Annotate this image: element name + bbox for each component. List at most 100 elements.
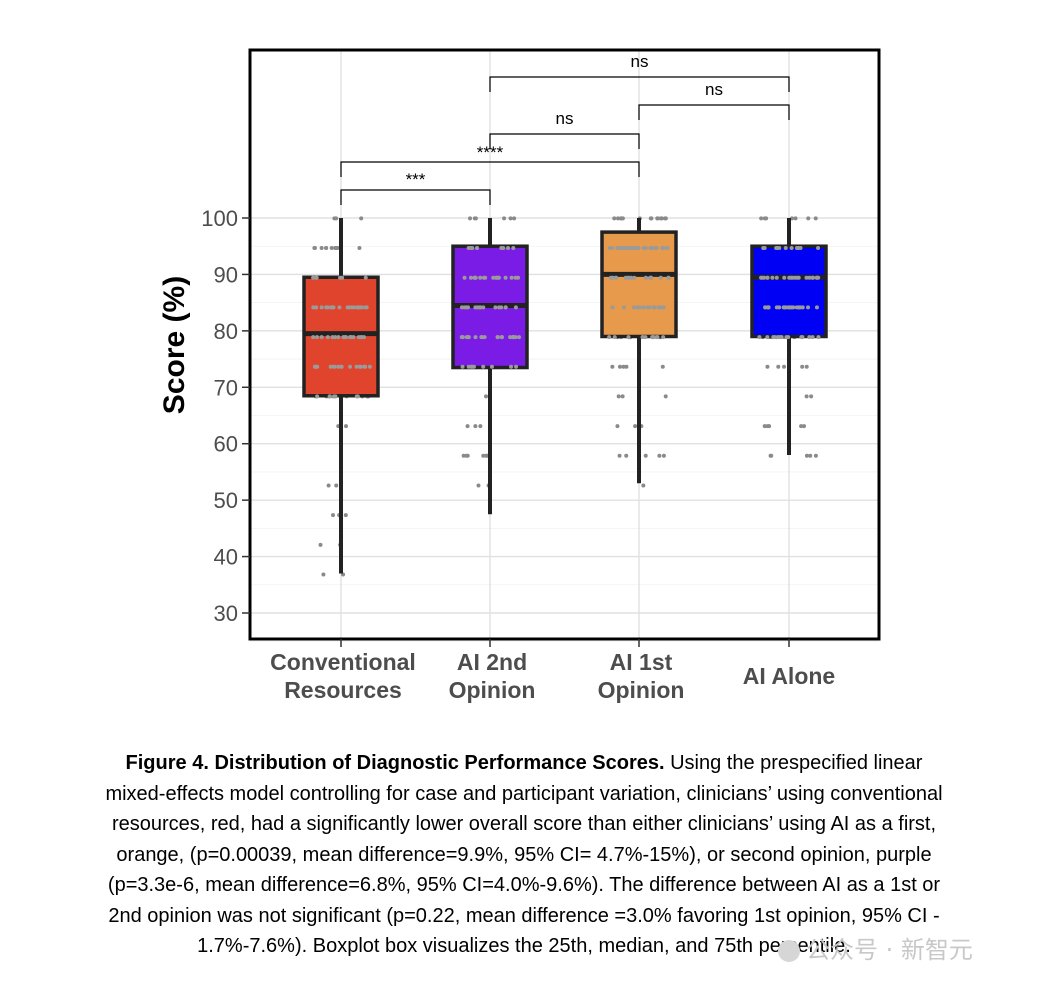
data-point bbox=[344, 424, 349, 429]
data-point bbox=[315, 335, 320, 340]
data-point bbox=[775, 246, 780, 251]
data-point bbox=[624, 453, 629, 458]
data-point bbox=[787, 275, 792, 280]
significance-label: **** bbox=[477, 143, 504, 162]
data-point bbox=[793, 216, 798, 221]
data-point bbox=[349, 305, 354, 310]
data-point bbox=[489, 364, 494, 369]
data-point bbox=[473, 335, 478, 340]
significance-bracket bbox=[489, 76, 790, 92]
jitter-points bbox=[311, 216, 819, 577]
data-point bbox=[468, 275, 473, 280]
data-point bbox=[643, 275, 648, 280]
data-point bbox=[343, 513, 348, 518]
data-point bbox=[612, 216, 617, 221]
data-point bbox=[329, 305, 334, 310]
y-tick-label: 80 bbox=[214, 319, 238, 344]
data-point bbox=[334, 216, 339, 221]
data-point bbox=[354, 364, 359, 369]
caption-line: mixed-effects model controlling for case… bbox=[105, 782, 943, 805]
data-point bbox=[313, 364, 318, 369]
data-point bbox=[473, 216, 478, 221]
box bbox=[750, 244, 828, 339]
data-point bbox=[617, 453, 622, 458]
data-point bbox=[331, 513, 336, 518]
data-point bbox=[481, 453, 486, 458]
data-point bbox=[478, 305, 483, 310]
data-point bbox=[786, 335, 791, 340]
data-point bbox=[473, 424, 478, 429]
data-point bbox=[325, 335, 330, 340]
data-point bbox=[643, 453, 648, 458]
data-point bbox=[329, 246, 334, 251]
data-point bbox=[636, 246, 641, 251]
caption-line: Using the prespecified linear bbox=[664, 752, 923, 774]
x-tick-label: Resources bbox=[284, 677, 402, 703]
data-point bbox=[478, 275, 483, 280]
data-point bbox=[336, 364, 341, 369]
wechat-icon bbox=[778, 940, 800, 962]
data-point bbox=[466, 364, 471, 369]
data-point bbox=[460, 364, 465, 369]
data-point bbox=[364, 305, 369, 310]
data-point bbox=[354, 394, 359, 399]
data-point bbox=[363, 275, 368, 280]
data-point bbox=[500, 335, 505, 340]
data-point bbox=[328, 364, 333, 369]
data-point bbox=[332, 364, 337, 369]
data-point bbox=[789, 305, 794, 310]
data-point bbox=[483, 275, 488, 280]
data-point bbox=[339, 364, 344, 369]
data-point bbox=[517, 335, 522, 340]
data-point bbox=[800, 364, 805, 369]
data-point bbox=[807, 335, 812, 340]
data-point bbox=[770, 275, 775, 280]
data-point bbox=[514, 364, 519, 369]
data-point bbox=[512, 216, 517, 221]
data-point bbox=[324, 305, 329, 310]
data-point bbox=[495, 335, 500, 340]
data-point bbox=[757, 335, 762, 340]
data-point bbox=[763, 305, 768, 310]
data-point bbox=[617, 364, 622, 369]
data-point bbox=[809, 394, 814, 399]
data-point bbox=[610, 305, 615, 310]
data-point bbox=[462, 275, 467, 280]
data-point bbox=[666, 275, 671, 280]
data-point bbox=[804, 364, 809, 369]
data-point bbox=[647, 305, 652, 310]
data-point bbox=[782, 364, 787, 369]
data-point bbox=[333, 335, 338, 340]
data-point bbox=[462, 305, 467, 310]
data-point bbox=[662, 246, 667, 251]
data-point bbox=[363, 364, 368, 369]
x-tick-label: Opinion bbox=[598, 677, 685, 703]
y-tick-label: 60 bbox=[214, 432, 238, 457]
data-point bbox=[762, 216, 767, 221]
x-tick-label: AI 1st bbox=[610, 649, 673, 675]
data-point bbox=[468, 216, 473, 221]
y-tick-label: 90 bbox=[214, 262, 238, 287]
data-point bbox=[661, 453, 666, 458]
data-point bbox=[610, 364, 615, 369]
data-point bbox=[621, 305, 626, 310]
significance-label: ns bbox=[556, 109, 574, 128]
data-point bbox=[808, 453, 813, 458]
data-point bbox=[356, 335, 361, 340]
data-point bbox=[816, 246, 821, 251]
data-point bbox=[655, 216, 660, 221]
data-point bbox=[496, 275, 501, 280]
data-point bbox=[765, 275, 770, 280]
data-point bbox=[665, 246, 670, 251]
data-point bbox=[480, 335, 485, 340]
data-point bbox=[806, 216, 811, 221]
data-point bbox=[781, 305, 786, 310]
data-point bbox=[795, 246, 800, 251]
y-tick-label: 40 bbox=[214, 545, 238, 570]
data-point bbox=[508, 216, 513, 221]
data-point bbox=[663, 216, 668, 221]
data-point bbox=[813, 453, 818, 458]
